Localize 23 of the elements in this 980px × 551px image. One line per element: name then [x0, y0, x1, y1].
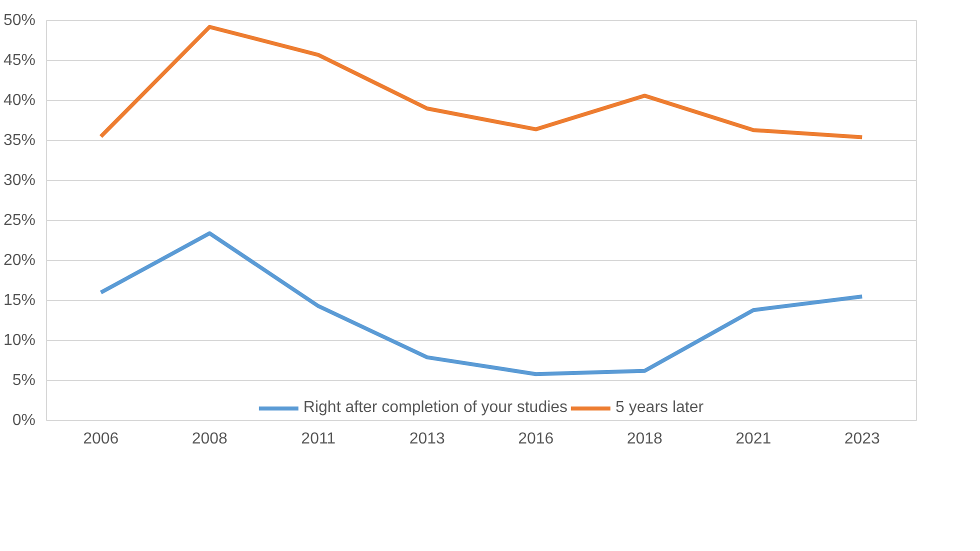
y-tick-label: 35%	[3, 132, 36, 149]
x-tick-label: 2008	[192, 430, 228, 448]
y-tick-label: 40%	[3, 92, 36, 109]
line-series	[98, 231, 864, 376]
legend-label: 5 years later	[616, 399, 704, 417]
y-tick-label: 50%	[3, 12, 36, 29]
y-tick-label: 20%	[3, 252, 36, 269]
y-tick-label: 0%	[12, 412, 36, 429]
legend-label: Right after completion of your studies	[303, 399, 568, 417]
line-series	[98, 24, 864, 140]
x-tick-label: 2011	[301, 430, 336, 448]
y-tick-label: 15%	[3, 292, 36, 309]
y-tick-label: 10%	[3, 332, 36, 349]
x-tick-label: 2013	[409, 430, 446, 448]
x-tick-label: 2006	[83, 430, 119, 448]
x-tick-label: 2016	[518, 430, 554, 448]
y-tick-label: 45%	[3, 52, 36, 69]
x-tick-label: 2023	[844, 430, 880, 448]
y-tick-label: 5%	[12, 372, 36, 389]
y-tick-label: 30%	[3, 172, 36, 189]
x-tick-label: 2021	[736, 430, 772, 448]
x-tick-label: 2018	[626, 430, 663, 448]
y-tick-label: 25%	[3, 212, 36, 229]
